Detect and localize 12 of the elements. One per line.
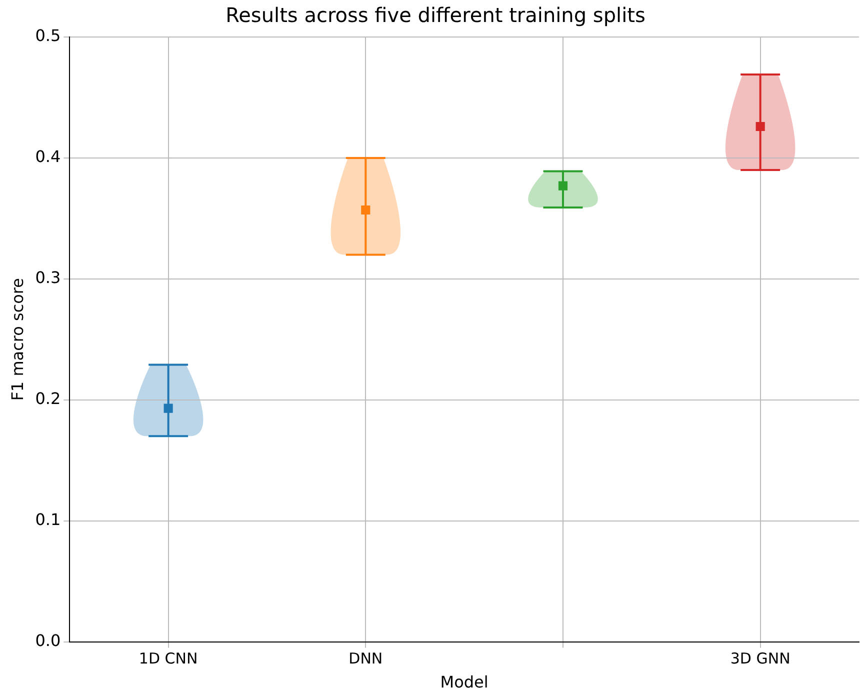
x-tick-label: 1D CNN <box>138 650 198 668</box>
x-tick-label: DNN <box>348 650 383 668</box>
y-tick-label: 0.0 <box>35 630 61 650</box>
chart-title: Results across five different training splits <box>226 3 646 28</box>
y-tick-label: 0.2 <box>35 389 61 408</box>
y-tick-label: 0.4 <box>35 147 61 166</box>
y-tick-label: 0.5 <box>35 26 61 46</box>
x-tick-label: 3D GNN <box>730 650 790 668</box>
y-tick-label: 0.1 <box>35 510 61 529</box>
y-tick-label: 0.3 <box>35 268 61 288</box>
y-axis-title: F1 macro score <box>8 278 27 401</box>
x-axis-title: Model <box>440 672 488 692</box>
